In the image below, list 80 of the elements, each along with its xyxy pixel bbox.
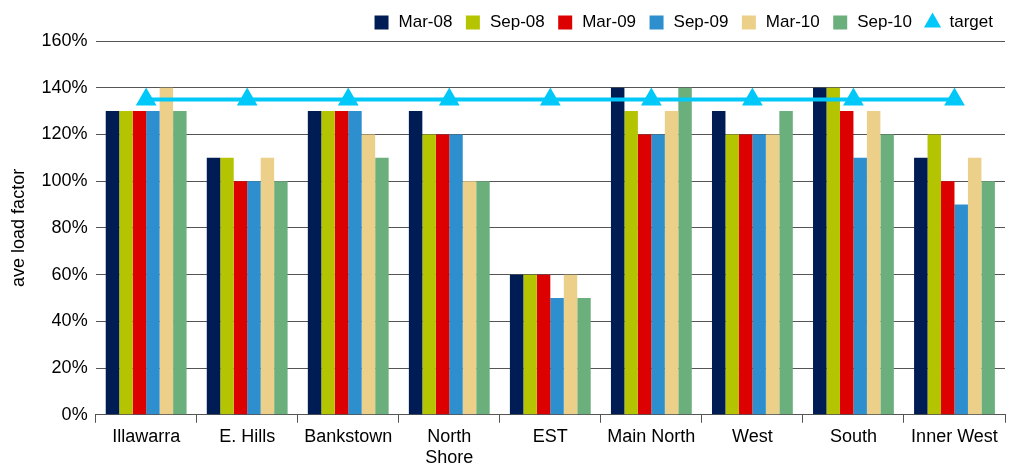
- bar: [981, 181, 995, 415]
- bar: [738, 134, 753, 415]
- y-tick-label: 120%: [41, 123, 88, 144]
- bar: [462, 181, 477, 415]
- bar: [173, 111, 187, 415]
- y-tick-label: 100%: [41, 170, 88, 191]
- bar: [941, 181, 955, 415]
- bar: [260, 157, 275, 415]
- x-tick-label: South: [829, 425, 877, 446]
- y-tick-label: 160%: [41, 29, 88, 50]
- y-tick-label: 20%: [51, 357, 88, 378]
- bar: [954, 204, 968, 415]
- bar: [321, 111, 335, 415]
- x-tick-label: West: [732, 425, 773, 446]
- bar: [765, 134, 780, 415]
- bar: [678, 87, 692, 415]
- bar: [779, 111, 793, 415]
- bar: [651, 134, 665, 415]
- x-tick-label: Bankstown: [304, 425, 393, 446]
- x-tick-label: Inner West: [911, 425, 998, 446]
- legend-label: Sep-09: [673, 12, 729, 32]
- bar: [624, 111, 638, 415]
- bar: [206, 157, 221, 415]
- legend-label: Sep-10: [857, 12, 913, 32]
- bar: [146, 111, 160, 415]
- bar: [105, 111, 120, 415]
- bar: [334, 111, 349, 415]
- bar: [752, 134, 766, 415]
- bar: [119, 111, 133, 415]
- bar: [509, 274, 524, 415]
- bar: [813, 87, 827, 415]
- bar: [967, 157, 982, 415]
- y-tick-label: 40%: [51, 310, 88, 331]
- legend-label: Mar-09: [582, 12, 637, 32]
- bar: [853, 157, 867, 415]
- bar: [476, 181, 490, 415]
- bar: [361, 134, 376, 415]
- bar: [927, 134, 942, 415]
- bar: [563, 274, 578, 415]
- bar: [220, 157, 234, 415]
- y-tick-label: 140%: [41, 76, 88, 97]
- bar: [711, 111, 726, 415]
- legend-label: Mar-08: [398, 12, 453, 32]
- bar: [132, 111, 147, 415]
- y-tick-label: 0%: [61, 403, 88, 424]
- bar: [536, 274, 551, 415]
- x-tick-label: Illawarra: [112, 425, 182, 446]
- bar: [307, 111, 322, 415]
- bar: [274, 181, 288, 415]
- bar: [880, 134, 894, 415]
- bar: [449, 134, 463, 415]
- bar: [348, 111, 362, 415]
- bar: [375, 157, 389, 415]
- bar: [435, 134, 450, 415]
- x-tick-label: Main North: [607, 425, 696, 446]
- y-axis-title: ave load factor: [7, 168, 28, 287]
- legend-label: Mar-10: [765, 12, 820, 32]
- x-tick-label: North Shore: [425, 425, 474, 468]
- bar: [664, 111, 679, 415]
- bar: [550, 297, 564, 415]
- y-tick-label: 80%: [51, 216, 88, 237]
- x-tick-label: EST: [532, 425, 568, 446]
- bar: [577, 297, 591, 415]
- y-tick-label: 60%: [51, 263, 88, 284]
- x-tick-label: E. Hills: [219, 425, 276, 446]
- bar: [422, 134, 436, 415]
- legend-label: target: [949, 12, 994, 32]
- legend-label: Sep-08: [489, 12, 545, 32]
- bar: [247, 181, 261, 415]
- bar: [233, 181, 248, 415]
- bar: [523, 274, 537, 415]
- bar: [637, 134, 652, 415]
- bar: [839, 111, 854, 415]
- bar: [408, 111, 423, 415]
- bar: [610, 87, 625, 415]
- bar: [866, 111, 881, 415]
- bar: [826, 87, 840, 415]
- bar: [914, 157, 928, 415]
- bar: [725, 134, 739, 415]
- bar: [159, 87, 174, 415]
